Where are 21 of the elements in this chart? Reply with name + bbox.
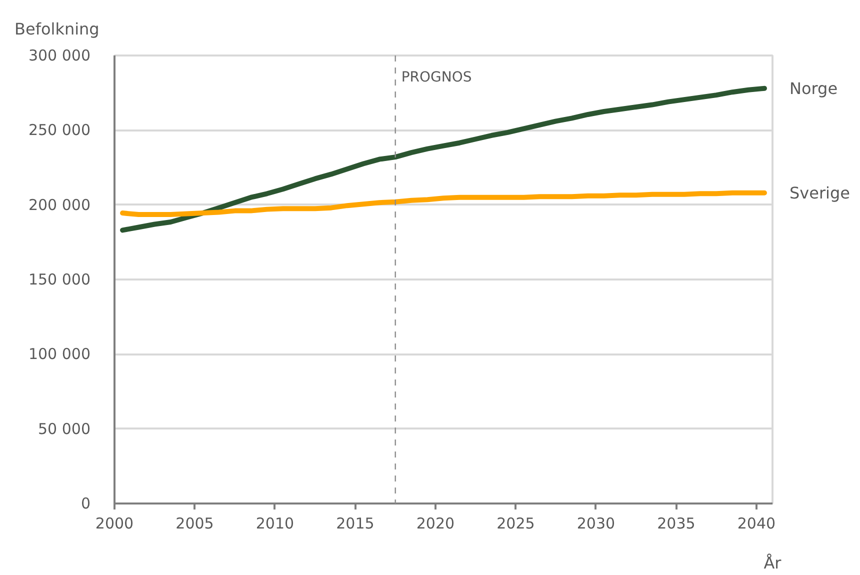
- y-tick-label: 0: [80, 494, 91, 512]
- x-tick-label: 2005: [176, 514, 214, 532]
- y-tick-label: 50 000: [38, 420, 91, 438]
- x-tick-label: 2025: [496, 514, 535, 532]
- y-tick-label: 100 000: [28, 345, 90, 364]
- x-tick-label: 2030: [576, 514, 616, 532]
- x-tick-label: 2020: [416, 514, 455, 532]
- ref-line-label: PROGNOS: [401, 70, 472, 86]
- y-tick-label: 250 000: [28, 121, 90, 140]
- series-label: Norge: [790, 78, 838, 98]
- y-tick-label: 150 000: [28, 270, 90, 288]
- series-label: Sverige: [790, 183, 850, 202]
- y-axis-title: Befolkning: [14, 20, 100, 38]
- y-tick-label: 300 000: [28, 46, 90, 64]
- x-tick-label: 2035: [657, 514, 696, 532]
- x-tick-label: 2000: [95, 514, 134, 532]
- x-axis-title: År: [764, 554, 782, 572]
- x-tick-label: 2015: [336, 514, 374, 532]
- y-tick-label: 200 000: [28, 196, 90, 214]
- x-tick-label: 2040: [737, 514, 776, 532]
- x-tick-label: 2010: [256, 514, 294, 532]
